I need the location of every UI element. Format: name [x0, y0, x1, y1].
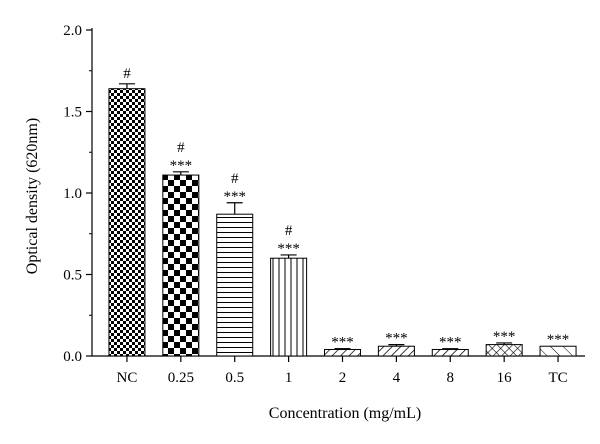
bar-NC: [108, 88, 146, 357]
x-tick-label-1: 1: [285, 370, 293, 386]
x-tick-label-TC: TC: [548, 370, 567, 386]
significance-stars-8: ***: [439, 335, 462, 351]
significance-stars-2: ***: [331, 335, 354, 351]
y-tick-label: 1.0: [63, 186, 82, 202]
significance-stars-1: ***: [277, 241, 300, 257]
significance-stars-4: ***: [385, 331, 408, 347]
significance-hash-0.25: #: [177, 140, 185, 156]
bar-0.5: [216, 213, 254, 357]
bar-1: [270, 257, 308, 357]
significance-stars-0.5: ***: [223, 189, 246, 205]
x-tick-label-8: 8: [447, 370, 455, 386]
y-axis: 0.0 0.5 1.0 1.5 2.0: [63, 23, 93, 365]
y-tick-label: 2.0: [63, 23, 82, 39]
bar-16: [485, 344, 523, 357]
x-tick-label-4: 4: [393, 370, 401, 386]
x-tick-label-0.25: 0.25: [168, 370, 194, 386]
significance-stars-16: ***: [493, 329, 516, 345]
significance-hash-NC: #: [123, 66, 131, 82]
significance-markers: # *** # *** # *** # *** *** *** *** ***: [123, 66, 569, 351]
significance-stars-0.25: ***: [170, 158, 193, 174]
bar-TC: [539, 345, 577, 357]
y-tick-label: 0.5: [63, 268, 82, 284]
x-axis-title: Concentration (mg/mL): [269, 405, 421, 422]
y-tick-label: 1.5: [63, 105, 82, 121]
bars: [108, 83, 577, 357]
x-tick-label-0.5: 0.5: [225, 370, 244, 386]
bar-0.25: [162, 174, 200, 357]
y-axis-title: Optical density (620nm): [24, 118, 41, 274]
x-axis: NC 0.25 0.5 1 2 4 8 16 TC: [92, 355, 585, 386]
y-tick-label: 0.0: [63, 349, 82, 365]
significance-hash-0.5: #: [231, 171, 239, 187]
significance-stars-TC: ***: [547, 332, 570, 348]
x-tick-label-2: 2: [339, 370, 347, 386]
bar-4: [377, 345, 415, 357]
significance-hash-1: #: [285, 223, 293, 239]
x-tick-label-NC: NC: [117, 370, 138, 386]
x-tick-label-16: 16: [497, 370, 513, 386]
